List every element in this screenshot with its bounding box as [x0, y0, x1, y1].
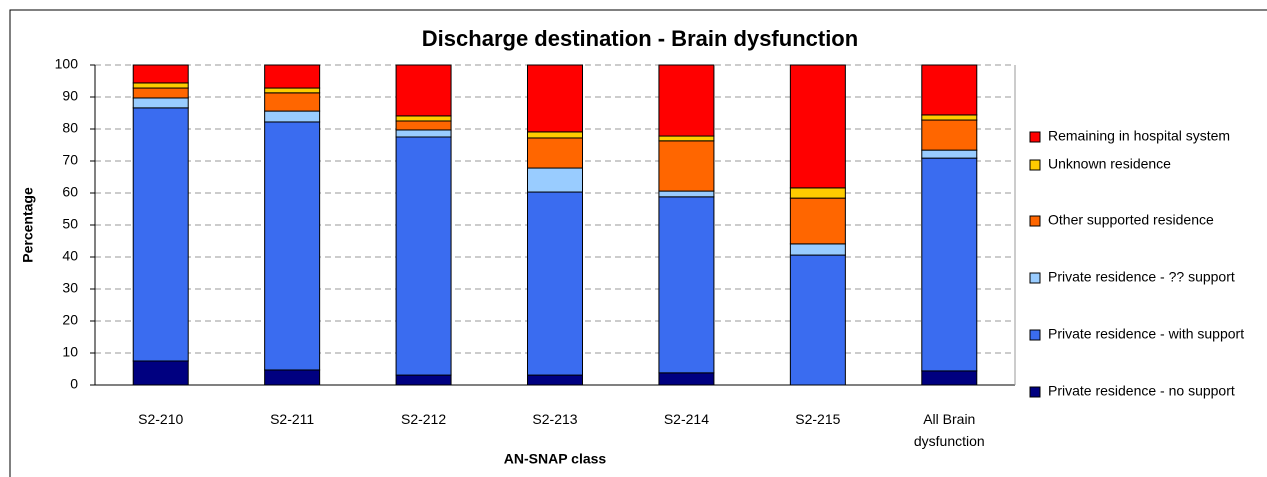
- bar-segment: [264, 110, 321, 123]
- bar-segment: [395, 129, 452, 138]
- bar-segment: [789, 243, 846, 256]
- y-tick-label: 70: [62, 152, 78, 168]
- y-tick-label: 90: [62, 88, 78, 104]
- y-axis-label: Percentage: [20, 187, 36, 263]
- bar-segment: [921, 370, 978, 386]
- chart-title: Discharge destination - Brain dysfunctio…: [422, 26, 858, 51]
- bar-segment: [527, 374, 583, 386]
- bar-segment: [921, 119, 978, 151]
- bar-segment: [658, 135, 715, 142]
- bar-segment: [527, 131, 583, 139]
- bar-segment: [789, 254, 846, 386]
- x-tick-label: S2-211: [270, 411, 315, 427]
- y-tick-label: 50: [62, 216, 78, 232]
- bar-segment: [658, 190, 715, 198]
- y-tick-label: 40: [62, 248, 78, 264]
- bar-segment: [132, 82, 189, 89]
- bar-segment: [658, 196, 715, 374]
- y-tick-label: 20: [62, 312, 78, 328]
- y-tick-label: 30: [62, 280, 78, 296]
- legend-swatch: [1029, 159, 1041, 171]
- bar-segment: [264, 369, 321, 386]
- chart-frame: [9, 9, 1267, 477]
- bar-segment: [132, 107, 189, 362]
- x-tick-label: S2-214: [663, 411, 709, 427]
- bar-segment: [658, 140, 715, 192]
- bar-segment: [921, 114, 978, 121]
- y-tick-label: 60: [62, 184, 78, 200]
- x-axis-label: AN-SNAP class: [504, 451, 607, 467]
- legend-label: Private residence - no support: [1048, 383, 1235, 399]
- x-tick-label: S2-212: [400, 411, 447, 427]
- legend-label: Private residence - ?? support: [1048, 269, 1235, 285]
- bar-segment: [527, 191, 583, 376]
- x-tick-label: All Brain dysfunction: [913, 411, 985, 449]
- legend-label: Private residence - with support: [1048, 326, 1244, 342]
- legend-swatch: [1029, 272, 1041, 284]
- bar-segment: [921, 149, 978, 159]
- bar-segment: [264, 87, 321, 94]
- bar-segment: [132, 360, 189, 386]
- legend-label: Other supported residence: [1048, 212, 1214, 228]
- bar-segment: [658, 372, 715, 386]
- bar-segment: [789, 64, 846, 189]
- bar-segment: [789, 197, 846, 245]
- bar-segment: [264, 121, 321, 371]
- legend-swatch: [1029, 329, 1041, 341]
- bar-segment: [395, 120, 452, 131]
- legend-swatch: [1029, 386, 1041, 398]
- legend-swatch: [1029, 215, 1041, 227]
- y-tick-label: 100: [55, 56, 79, 72]
- bar-segment: [658, 64, 715, 137]
- bar-segment: [132, 87, 189, 99]
- bar-segment: [132, 97, 189, 109]
- legend-label: Remaining in hospital system: [1048, 128, 1230, 144]
- bar-segment: [132, 64, 189, 84]
- legend-label: Unknown residence: [1048, 156, 1171, 172]
- bar-segment: [921, 157, 978, 372]
- bar-segment: [264, 64, 321, 89]
- y-tick-label: 0: [70, 376, 78, 392]
- bar-segment: [395, 374, 452, 386]
- bar-segment: [527, 167, 583, 193]
- x-tick-label: S2-210: [138, 411, 184, 427]
- bar-segment: [395, 64, 452, 117]
- x-tick-label: S2-215: [795, 411, 841, 427]
- y-tick-label: 10: [62, 344, 78, 360]
- x-tick-label: S2-213: [532, 411, 578, 427]
- bar-segment: [395, 136, 452, 376]
- bar-segment: [527, 64, 583, 133]
- bar-segment: [527, 137, 583, 169]
- bar-segment: [789, 187, 846, 199]
- legend-swatch: [1029, 131, 1041, 143]
- bar-segment: [395, 115, 452, 122]
- bar-segment: [264, 92, 321, 112]
- y-tick-label: 80: [62, 120, 78, 136]
- bar-segment: [921, 64, 978, 116]
